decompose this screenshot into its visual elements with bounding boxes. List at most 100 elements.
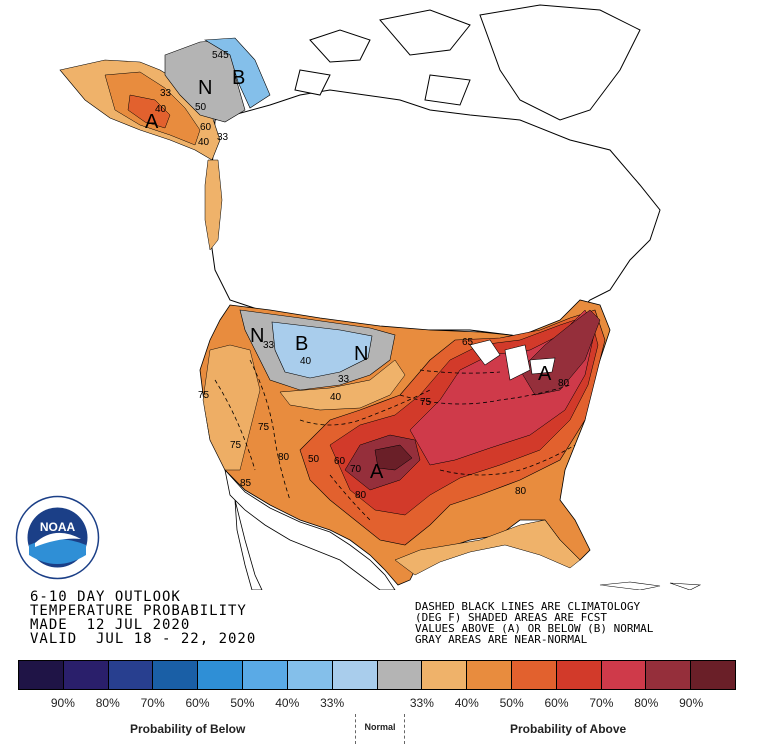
normal-caption-box: Normal xyxy=(355,714,405,744)
map-note-line: (DEG F) SHADED AREAS ARE FCST xyxy=(415,611,608,624)
contour-label: 40 xyxy=(155,104,167,115)
contour-label: 70 xyxy=(350,464,362,475)
legend-tick-label: 50% xyxy=(499,696,524,710)
alaska-below xyxy=(204,37,271,109)
arctic-islands xyxy=(294,4,641,121)
legend-tick-label: 50% xyxy=(230,696,255,710)
legend-tick-label: 70% xyxy=(589,696,614,710)
contour-label: 80 xyxy=(355,490,367,501)
legend-tick-label: 40% xyxy=(275,696,300,710)
noaa-logo-text: NOAA xyxy=(40,520,76,534)
climatology-line xyxy=(329,474,371,521)
legend-swatch xyxy=(198,661,244,689)
legend-swatch xyxy=(467,661,512,689)
legend-tick-label: 90% xyxy=(50,696,75,710)
contour-label: 40 xyxy=(300,356,312,367)
alaska-below-letter: B xyxy=(232,67,245,89)
contour-label: 50 xyxy=(195,102,207,113)
legend-swatch xyxy=(691,661,735,689)
contour-label: 545 xyxy=(212,50,229,61)
legend-swatch xyxy=(153,661,199,689)
map-note-line: DASHED BLACK LINES ARE CLIMATOLOGY xyxy=(415,600,641,613)
contour-label: 80 xyxy=(278,452,290,463)
normal-caption: Normal xyxy=(364,722,396,732)
contour-label: 75 xyxy=(198,390,210,401)
climatology-lines xyxy=(214,359,576,521)
caribbean-islands xyxy=(599,581,702,590)
plains-above-letter: A xyxy=(370,461,384,483)
climatology-line xyxy=(214,379,256,471)
contour-label: 60 xyxy=(200,122,212,133)
contour-label: 33 xyxy=(217,132,229,143)
plains-above-90 xyxy=(374,444,413,471)
outlook-map: N B A N B N A A 33 40 50 60 40 33 545 33… xyxy=(59,4,702,590)
legend-tick-label: 40% xyxy=(454,696,479,710)
east-above-80 xyxy=(519,309,601,396)
legend-swatch xyxy=(556,661,602,689)
legend-tick-label: 33% xyxy=(320,696,345,710)
east-above-letter: A xyxy=(538,363,552,385)
north-normal-east-letter: N xyxy=(354,343,368,365)
contour-label: 50 xyxy=(308,454,320,465)
outlook-title-line: MADE 12 JUL 2020 xyxy=(30,617,191,633)
outlook-title-line: 6-10 DAY OUTLOOK xyxy=(30,589,181,605)
north-below-33 xyxy=(271,321,373,379)
legend-swatch xyxy=(422,661,468,689)
below-caption: Probability of Below xyxy=(130,722,246,736)
climatology-line xyxy=(249,359,291,501)
contour-label: 80 xyxy=(515,486,527,497)
map-note-line: VALUES ABOVE (A) OR BELOW (B) NORMAL xyxy=(415,622,654,635)
contour-label: 75 xyxy=(258,422,270,433)
legend-swatch xyxy=(19,661,64,689)
contour-label: 75 xyxy=(420,397,432,408)
legend-swatch xyxy=(108,661,154,689)
alaska-above-60 xyxy=(127,94,171,129)
climatology-line xyxy=(439,444,576,476)
noaa-logo: NOAA xyxy=(15,495,100,580)
legend-tick-label: 33% xyxy=(409,696,434,710)
contour-label: 75 xyxy=(230,440,242,451)
legend-swatch xyxy=(243,661,288,689)
north-below-letter: B xyxy=(295,333,308,355)
legend-swatch xyxy=(377,661,423,689)
climatology-line xyxy=(419,369,501,374)
legend-tick-label: 70% xyxy=(140,696,165,710)
probability-legend xyxy=(18,660,736,690)
legend-tick-labels: 90% 80% 70% 60% 50% 40% 33% 33% 40% 50% 60% 70% 80% 9… xyxy=(18,696,736,712)
contour-label: 33 xyxy=(263,340,275,351)
alaska-above-letter: A xyxy=(145,111,159,133)
canada-land xyxy=(207,89,661,341)
legend-swatch xyxy=(511,661,557,689)
legend-swatch xyxy=(601,661,647,689)
contour-label: 65 xyxy=(462,337,474,348)
legend-tick-label: 90% xyxy=(679,696,704,710)
great-lakes xyxy=(469,339,556,381)
above-caption: Probability of Above xyxy=(510,722,627,736)
alaska xyxy=(59,37,271,251)
legend-tick-label: 80% xyxy=(634,696,659,710)
contour-label: 85 xyxy=(240,478,252,489)
outlook-title-block: 6-10 DAY OUTLOOK TEMPERATURE PROBABILITY… xyxy=(30,590,256,646)
contour-label: 33 xyxy=(160,88,172,99)
legend-swatch xyxy=(63,661,109,689)
contour-label: 80 xyxy=(558,378,570,389)
legend-tick-label: 60% xyxy=(544,696,569,710)
conus xyxy=(199,299,611,586)
contour-label: 40 xyxy=(330,392,342,403)
bc-coast-above xyxy=(204,159,223,251)
conus-above-33-west xyxy=(202,344,261,471)
legend-tick-label: 80% xyxy=(95,696,120,710)
map-notes: DASHED BLACK LINES ARE CLIMATOLOGY (DEG … xyxy=(415,601,653,645)
outlook-title-line: TEMPERATURE PROBABILITY xyxy=(30,603,247,619)
alaska-normal-letter: N xyxy=(198,77,212,99)
legend-swatch xyxy=(332,661,378,689)
legend-tick-label: 60% xyxy=(185,696,210,710)
conus-above-33-south xyxy=(394,519,581,576)
legend-swatch xyxy=(287,661,333,689)
outlook-title-line: VALID JUL 18 - 22, 2020 xyxy=(30,631,257,647)
climatology-line xyxy=(399,384,571,405)
north-normal-west-letter: N xyxy=(250,325,264,347)
map-note-line: GRAY AREAS ARE NEAR-NORMAL xyxy=(415,633,588,646)
contour-label: 60 xyxy=(334,456,346,467)
north-above-33-band xyxy=(279,359,406,411)
